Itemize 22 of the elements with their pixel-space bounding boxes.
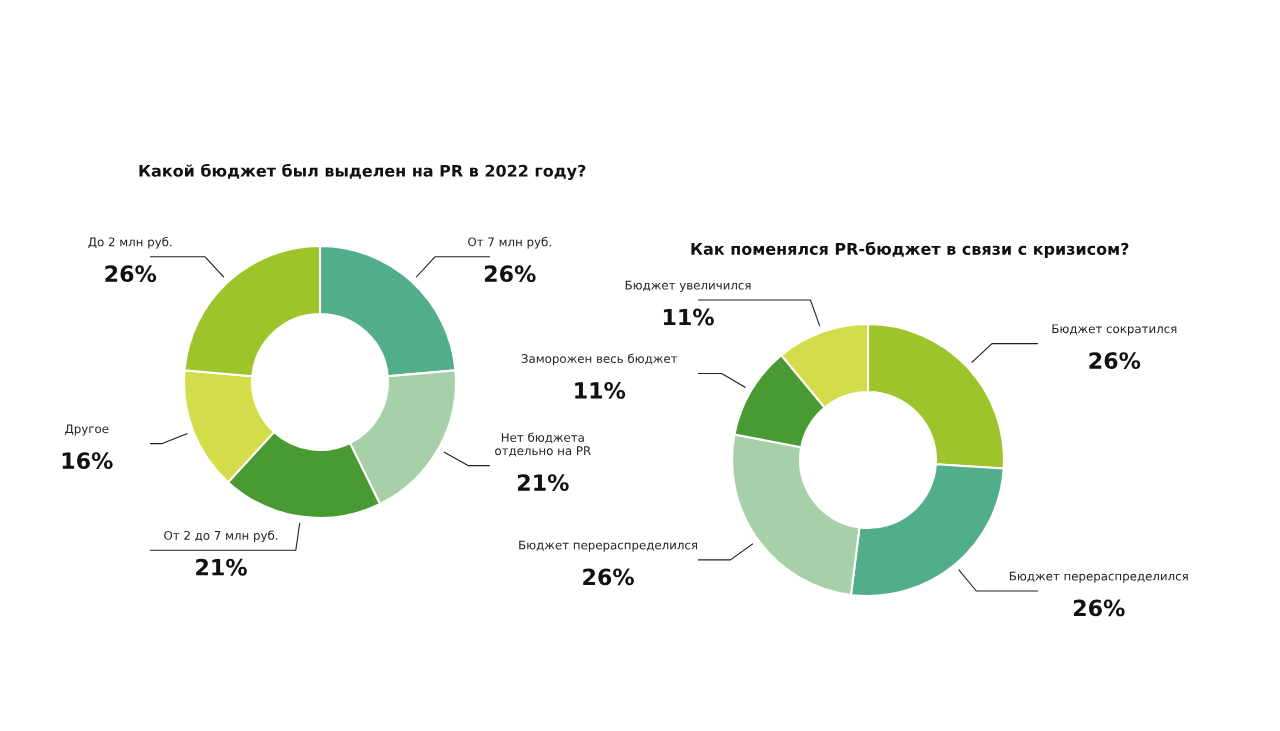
data-label: 26% xyxy=(1073,599,1125,617)
chart-title: Какой бюджет был выделен на PR в 2022 году? xyxy=(139,163,586,181)
data-label: 16% xyxy=(62,452,113,470)
data-label: 26% xyxy=(105,265,157,283)
slice-label: Другое xyxy=(65,424,109,436)
slice-label: Заморожен весь бюджет xyxy=(521,353,678,366)
data-label: 11% xyxy=(575,382,626,399)
data-label: 11% xyxy=(663,308,714,326)
data-label: 26% xyxy=(1089,352,1141,369)
slice-label: Бюджет увеличился xyxy=(625,280,751,292)
data-label: 26% xyxy=(484,265,536,283)
slice-label: Бюджет сократился xyxy=(1052,324,1177,336)
slice-label: До 2 млн руб. xyxy=(88,236,172,249)
chart-title: Как поменялся PR-бюджет в связи с кризисом? xyxy=(691,242,1129,258)
data-label: 21% xyxy=(196,558,247,576)
slice-label: От 2 до 7 млн руб. xyxy=(164,530,278,543)
data-label: 26% xyxy=(583,568,634,586)
slice-label: Бюджет перераспределился xyxy=(519,540,698,552)
data-label: 21% xyxy=(517,474,569,491)
slice-label: Бюджет перераспределился xyxy=(1009,571,1188,583)
slice-label: Нет бюджета отдельно на PR xyxy=(495,432,591,457)
slice-label: От 7 млн руб. xyxy=(468,236,551,249)
